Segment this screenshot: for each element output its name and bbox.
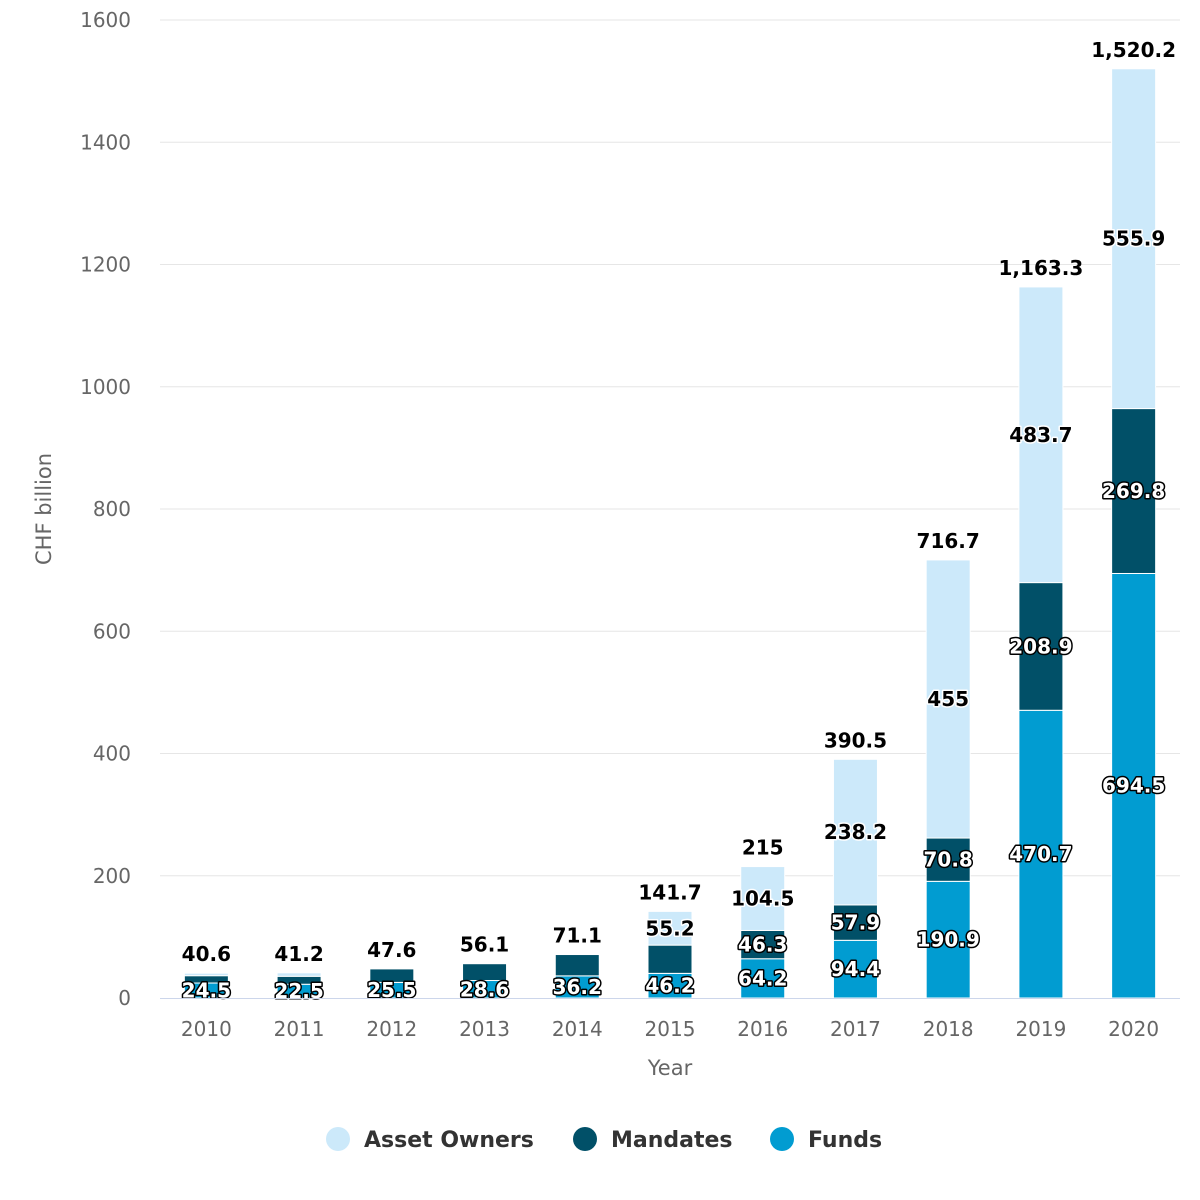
y-axis-title: CHF billion <box>32 453 56 565</box>
legend-item-asset-owners[interactable]: Asset Owners <box>326 1127 534 1153</box>
bar-funds <box>740 958 786 999</box>
bar-asset-owners <box>276 972 322 977</box>
x-tick-label: 2016 <box>737 1017 788 1041</box>
data-label: 57.9 <box>831 911 880 935</box>
x-tick-label: 2020 <box>1108 1017 1159 1041</box>
bar-mandates <box>462 963 508 982</box>
data-label: 104.5 <box>731 887 794 911</box>
bar-mandates <box>925 837 971 882</box>
x-tick-label: 2011 <box>274 1017 325 1041</box>
total-label: 40.6 <box>182 942 231 966</box>
x-tick-label: 2018 <box>923 1017 974 1041</box>
total-label: 215 <box>742 836 784 860</box>
y-tick-label: 400 <box>93 742 131 766</box>
legend-swatch <box>573 1127 597 1151</box>
bar-funds <box>647 972 693 999</box>
total-label: 390.5 <box>824 728 887 752</box>
bar-mandates <box>554 954 600 977</box>
data-label: 694.5 <box>1102 774 1165 798</box>
total-label: 141.7 <box>638 880 701 904</box>
y-axis-ticks: 0 200 400 600 800 1000 1200 1400 1600 <box>80 8 131 1010</box>
bars <box>183 68 1157 999</box>
legend-label: Funds <box>808 1128 882 1153</box>
legend-label: Asset Owners <box>364 1128 534 1153</box>
bar-asset-owners <box>1111 68 1157 410</box>
y-tick-label: 200 <box>93 864 131 888</box>
bar-mandates <box>369 968 415 983</box>
data-label: 483.7 <box>1009 423 1072 447</box>
total-label: 56.1 <box>460 933 509 957</box>
bar-asset-owners <box>183 972 229 977</box>
bar-mandates <box>832 904 878 941</box>
bar-mandates <box>1018 582 1064 711</box>
data-label: 455 <box>927 687 969 711</box>
x-tick-label: 2015 <box>645 1017 696 1041</box>
x-tick-label: 2014 <box>552 1017 603 1041</box>
data-label: 55.2 <box>645 916 694 940</box>
y-tick-label: 0 <box>118 986 131 1010</box>
bar-funds <box>832 939 878 999</box>
y-tick-label: 1000 <box>80 375 131 399</box>
data-label: 64.2 <box>738 966 787 990</box>
legend: Asset Owners Mandates Funds <box>326 1127 882 1153</box>
x-tick-label: 2019 <box>1015 1017 1066 1041</box>
bar-mandates <box>647 944 693 974</box>
bar-funds <box>1111 572 1157 999</box>
x-tick-label: 2017 <box>830 1017 881 1041</box>
bar-mandates <box>740 929 786 960</box>
total-label: 1,163.3 <box>999 256 1084 280</box>
bar-mandates <box>1111 408 1157 574</box>
data-label: 94.4 <box>831 957 880 981</box>
legend-item-funds[interactable]: Funds <box>770 1127 882 1153</box>
data-label: 269.8 <box>1102 479 1165 503</box>
legend-item-mandates[interactable]: Mandates <box>573 1127 733 1153</box>
legend-swatch <box>326 1127 350 1151</box>
bar-asset-owners <box>832 758 878 906</box>
x-axis-title: Year <box>647 1056 693 1080</box>
y-tick-label: 1400 <box>80 130 131 154</box>
bar-asset-owners <box>1018 286 1064 584</box>
total-label: 47.6 <box>367 938 416 962</box>
data-label: 22.5 <box>274 979 323 1003</box>
data-label: 208.9 <box>1009 634 1072 658</box>
bar-funds <box>925 880 971 999</box>
data-label: 470.7 <box>1009 842 1072 866</box>
x-tick-label: 2010 <box>181 1017 232 1041</box>
legend-swatch <box>770 1127 794 1151</box>
legend-label: Mandates <box>611 1128 733 1153</box>
data-label: 46.3 <box>738 933 787 957</box>
data-label: 190.9 <box>917 928 980 952</box>
data-label: 70.8 <box>924 848 973 872</box>
total-label: 71.1 <box>553 924 602 948</box>
gridlines <box>160 19 1180 877</box>
y-tick-label: 1600 <box>80 8 131 32</box>
bar-asset-owners <box>925 559 971 839</box>
data-label: 36.2 <box>553 975 602 999</box>
data-label: 28.6 <box>460 977 509 1001</box>
bar-asset-owners <box>647 910 693 946</box>
y-tick-label: 1200 <box>80 253 131 277</box>
data-label: 46.2 <box>645 974 694 998</box>
total-label: 1,520.2 <box>1091 38 1176 62</box>
y-tick-label: 800 <box>93 497 131 521</box>
data-label: 238.2 <box>824 820 887 844</box>
x-axis-ticks: 2010 2011 2012 2013 2014 2015 2016 2017 2018 2019… <box>181 1017 1159 1041</box>
y-tick-label: 600 <box>93 619 131 643</box>
x-tick-label: 2012 <box>366 1017 417 1041</box>
bar-asset-owners <box>740 866 786 931</box>
total-label: 41.2 <box>274 942 323 966</box>
data-label: 555.9 <box>1102 227 1165 251</box>
total-label: 716.7 <box>917 529 980 553</box>
x-tick-label: 2013 <box>459 1017 510 1041</box>
